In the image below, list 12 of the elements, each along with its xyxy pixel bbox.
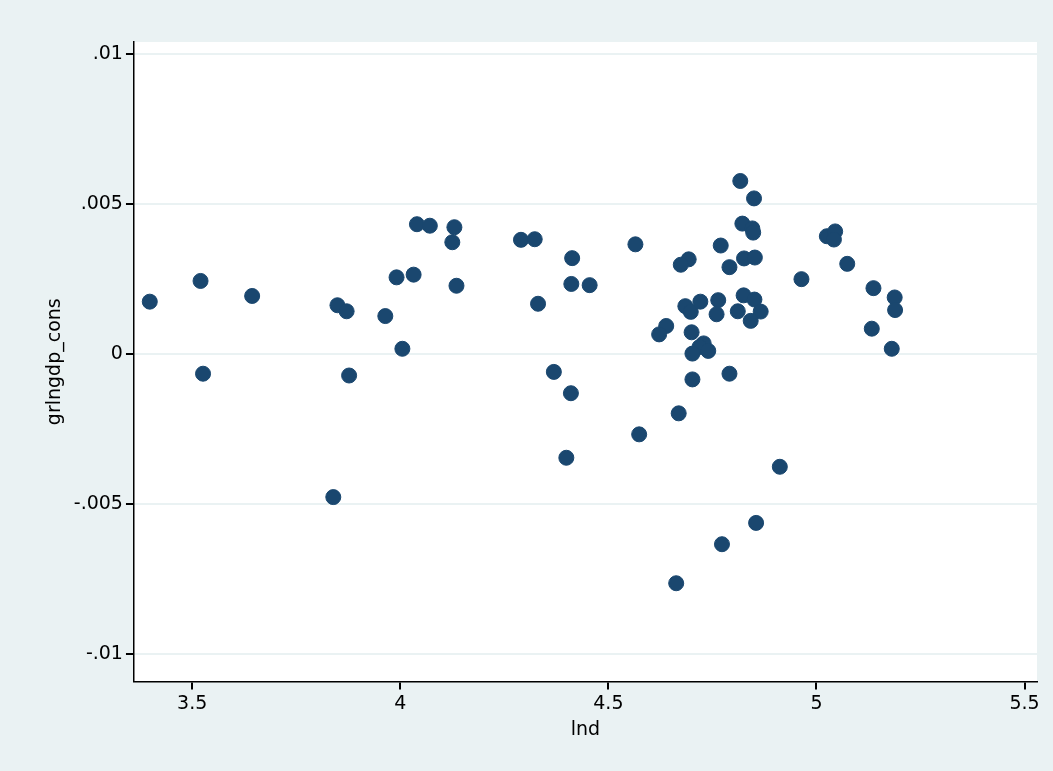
y-tick-label: 0 — [110, 341, 123, 364]
x-tick-label: 3.5 — [177, 690, 208, 713]
y-tick-label: -.01 — [85, 641, 123, 664]
x-tick-label: 4 — [394, 690, 407, 713]
x-tick-label: 4.5 — [593, 690, 624, 713]
y-tick-label: .005 — [80, 191, 123, 214]
x-tick-label: 5 — [810, 690, 823, 713]
x-axis-title: lnd — [570, 716, 601, 739]
y-tick-label: .01 — [92, 40, 123, 63]
x-tick-label: 5.5 — [1009, 690, 1040, 713]
y-tick-label: -.005 — [73, 491, 123, 514]
y-axis-title: grlngdp_cons — [42, 298, 66, 426]
